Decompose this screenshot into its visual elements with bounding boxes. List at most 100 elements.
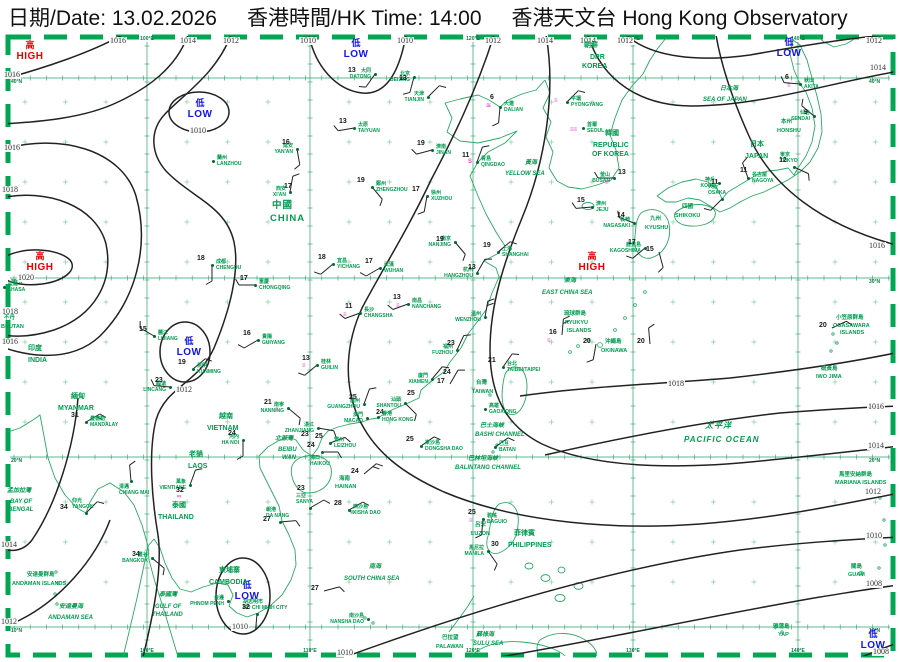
wind-barb <box>431 366 450 380</box>
wind-barb <box>363 387 377 405</box>
wind-barb <box>403 76 415 95</box>
wind-barb <box>387 303 409 310</box>
coastline <box>536 633 598 656</box>
wind-barb <box>417 195 428 215</box>
coastline <box>470 641 566 656</box>
island <box>371 621 375 625</box>
wind-barb <box>456 334 471 351</box>
isobar <box>8 397 79 552</box>
coastline <box>524 562 584 602</box>
isobar <box>159 321 211 383</box>
island <box>633 303 637 307</box>
wind-barb <box>801 98 815 117</box>
wind-barb <box>487 550 498 571</box>
island <box>643 290 647 294</box>
island <box>491 450 495 454</box>
island <box>623 316 627 320</box>
coastline <box>448 595 475 633</box>
island <box>597 342 603 348</box>
isobar <box>8 142 143 357</box>
wind-barb <box>129 460 136 482</box>
isobar <box>519 352 893 397</box>
wind-barb <box>289 173 300 193</box>
island <box>576 344 580 348</box>
wind-barb <box>566 90 586 103</box>
wind-barb <box>404 402 417 422</box>
isobar <box>8 194 109 337</box>
coastline <box>501 366 528 416</box>
wind-barbs <box>85 73 853 634</box>
wind-barb <box>333 125 355 132</box>
island <box>586 338 590 342</box>
wind-barb <box>484 298 495 318</box>
wind-barb <box>294 148 301 170</box>
wind-barb <box>249 613 258 634</box>
island <box>53 592 57 596</box>
coastline <box>290 455 332 494</box>
wind-barb <box>363 463 383 475</box>
observatory-label: 香港天文台 Hong Kong Observatory <box>511 7 848 30</box>
chart-header: 日期/Date: 13.02.2026 香港時間/HK Time: 14:00 香港… <box>8 2 878 32</box>
wind-barb <box>475 518 484 539</box>
isobar <box>501 585 893 656</box>
wind-barb <box>617 210 635 224</box>
wind-barb <box>150 379 171 388</box>
wind-barb <box>454 241 466 261</box>
wind-barb <box>323 586 345 593</box>
grid-lines <box>10 42 890 652</box>
wind-barb <box>586 343 597 363</box>
wind-barb <box>358 73 376 88</box>
wind-barb <box>371 186 383 206</box>
wind-barb <box>780 76 801 85</box>
wind-barb <box>237 339 259 349</box>
wind-barb <box>742 157 749 179</box>
wind-barb <box>427 85 447 98</box>
wind-barb <box>561 315 570 336</box>
coastline <box>122 545 149 656</box>
coastline <box>486 502 519 554</box>
wind-barb <box>151 557 165 576</box>
island <box>56 581 60 585</box>
coastline <box>147 436 297 656</box>
wind-barb <box>571 202 593 209</box>
wind-barb <box>348 501 370 511</box>
wind-barb <box>192 358 212 370</box>
wind-barb <box>648 323 655 345</box>
wind-barb <box>189 468 203 486</box>
wind-barb <box>139 321 155 337</box>
wind-barb <box>339 312 361 319</box>
wind-barb <box>497 241 517 253</box>
wind-barb <box>317 427 337 438</box>
isobar <box>8 36 189 125</box>
coastline <box>288 79 546 457</box>
wind-barb <box>205 265 213 285</box>
wind-barb <box>279 520 301 527</box>
island <box>831 332 835 336</box>
island <box>613 328 617 332</box>
isobar <box>544 405 893 456</box>
wind-barb <box>85 501 105 514</box>
island <box>55 602 59 606</box>
wind-barb <box>309 499 331 509</box>
wind-barb <box>502 353 520 368</box>
isobar <box>489 36 893 467</box>
isobars <box>8 36 893 656</box>
island <box>54 570 58 574</box>
island <box>882 518 886 522</box>
isobar <box>715 36 893 245</box>
coastline <box>674 204 716 227</box>
island <box>350 510 354 514</box>
island <box>883 543 887 547</box>
isobar <box>8 519 111 624</box>
wind-barb <box>492 106 501 127</box>
wind-barb <box>235 278 255 286</box>
map-border <box>5 34 896 658</box>
island <box>877 566 881 570</box>
island <box>363 616 367 620</box>
time-label: 香港時間/HK Time: 14:00 <box>246 7 482 30</box>
island <box>780 630 784 634</box>
island <box>488 393 492 397</box>
coastline <box>542 37 667 190</box>
wind-barb <box>329 437 351 444</box>
